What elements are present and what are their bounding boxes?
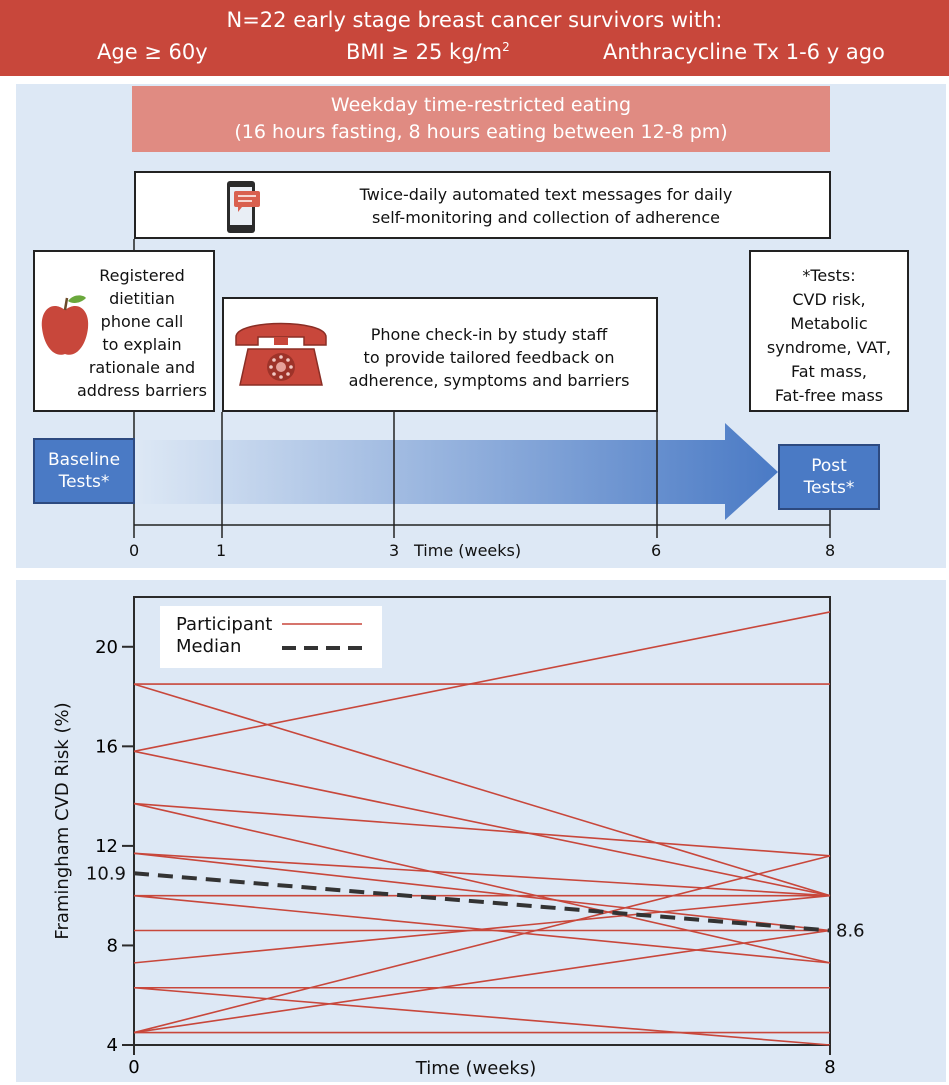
plot-area <box>133 596 831 1046</box>
timeline-tick-6: 6 <box>651 541 662 560</box>
y-tick-label: 16 <box>95 736 118 757</box>
legend-median-label: Median <box>176 636 241 657</box>
post-tests-box: Post Tests* <box>778 444 880 510</box>
time-restricted-eating-banner: Weekday time-restricted eating (16 hours… <box>132 86 830 152</box>
y-tick-label: 4 <box>107 1035 118 1056</box>
checkin-line: to provide tailored feedback on <box>363 348 615 367</box>
x-tick-label: 8 <box>824 1057 835 1078</box>
baseline-line2: Tests* <box>58 472 110 492</box>
checkin-line: adherence, symptoms and barriers <box>348 371 630 390</box>
timeline-tick-0: 0 <box>129 541 140 560</box>
timeline-axis-label: Time (weeks) <box>414 541 522 560</box>
text-message-box: Twice-daily automated text messages for … <box>134 171 831 239</box>
baseline-tests-box: Baseline Tests* <box>33 438 135 504</box>
population-banner: N=22 early stage breast cancer survivors… <box>0 0 949 76</box>
y-tick-label: 20 <box>95 637 118 658</box>
apple-icon <box>41 295 89 355</box>
post-line2: Tests* <box>803 478 855 498</box>
y-tick-label: 12 <box>95 836 118 857</box>
legend-participant-label: Participant <box>176 614 272 635</box>
participant-line <box>133 986 831 1046</box>
dietitian-line: rationale and <box>88 358 196 377</box>
participant-line <box>133 750 831 897</box>
median-line <box>133 871 831 933</box>
participant-line <box>133 855 831 1034</box>
baseline-line1: Baseline <box>47 450 121 470</box>
y-tick-label: 8 <box>107 935 118 956</box>
median-start-label: 10.9 <box>86 863 126 884</box>
legend-box <box>160 606 382 668</box>
x-tick-label: 0 <box>128 1057 139 1078</box>
age-criterion: Age ≥ 60y <box>97 40 208 64</box>
dietitian-line: Registered <box>99 266 185 285</box>
participant-line <box>133 852 831 932</box>
participant-line <box>133 929 831 1034</box>
cvd-risk-chart: 4 8 12 16 20 0 8 10.9 8.6 Time (weeks) Framin… <box>52 596 865 1079</box>
x-axis-label: Time (weeks) <box>415 1058 537 1079</box>
median-end-label: 8.6 <box>836 921 865 942</box>
tests-line: Fat mass, <box>790 362 868 381</box>
timeline-tick-1: 1 <box>216 541 227 560</box>
bmi-text: BMI ≥ 25 kg/m <box>346 40 503 64</box>
treatment-criterion: Anthracycline Tx 1-6 y ago <box>603 40 885 64</box>
dietitian-line: dietitian <box>109 289 175 308</box>
sms-line2: self-monitoring and collection of adhere… <box>372 208 720 227</box>
smartphone-icon <box>227 181 260 233</box>
tests-line: Fat-free mass <box>774 386 884 405</box>
timeline-tick-8: 8 <box>825 541 836 560</box>
timeline-tick-3: 3 <box>389 541 400 560</box>
tests-line: syndrome, VAT, <box>766 338 892 357</box>
tests-line: CVD risk, <box>792 290 866 309</box>
dietitian-line: phone call <box>100 312 184 331</box>
y-axis-label: Framingham CVD Risk (%) <box>52 702 73 939</box>
checkin-line: Phone check-in by study staff <box>370 325 608 344</box>
participant-line <box>133 852 831 897</box>
phone-checkin-box: Phone check-in by study staff to provide… <box>222 297 658 412</box>
participant-line <box>133 683 831 897</box>
bmi-criterion: BMI ≥ 25 kg/m2 <box>346 40 510 64</box>
participant-line <box>133 802 831 964</box>
bmi-superscript: 2 <box>502 40 510 54</box>
tests-line: *Tests: <box>802 266 856 285</box>
participant-line <box>133 894 831 964</box>
dietitian-line: address barriers <box>77 381 207 400</box>
dietitian-call-box: Registered dietitian phone call to expla… <box>33 250 215 412</box>
dietitian-line: to explain <box>102 335 182 354</box>
timeline-arrow <box>135 423 778 520</box>
tre-line2: (16 hours fasting, 8 hours eating betwee… <box>234 121 728 143</box>
tests-list-box: *Tests: CVD risk, Metabolic syndrome, VA… <box>749 250 909 412</box>
post-line1: Post <box>811 456 847 476</box>
tre-line1: Weekday time-restricted eating <box>330 94 632 116</box>
participant-line <box>133 611 831 753</box>
population-title: N=22 early stage breast cancer survivors… <box>226 8 723 32</box>
tests-line: Metabolic <box>790 314 868 333</box>
sms-line1: Twice-daily automated text messages for … <box>359 185 733 204</box>
participant-line <box>133 802 831 857</box>
telephone-icon <box>235 322 327 386</box>
